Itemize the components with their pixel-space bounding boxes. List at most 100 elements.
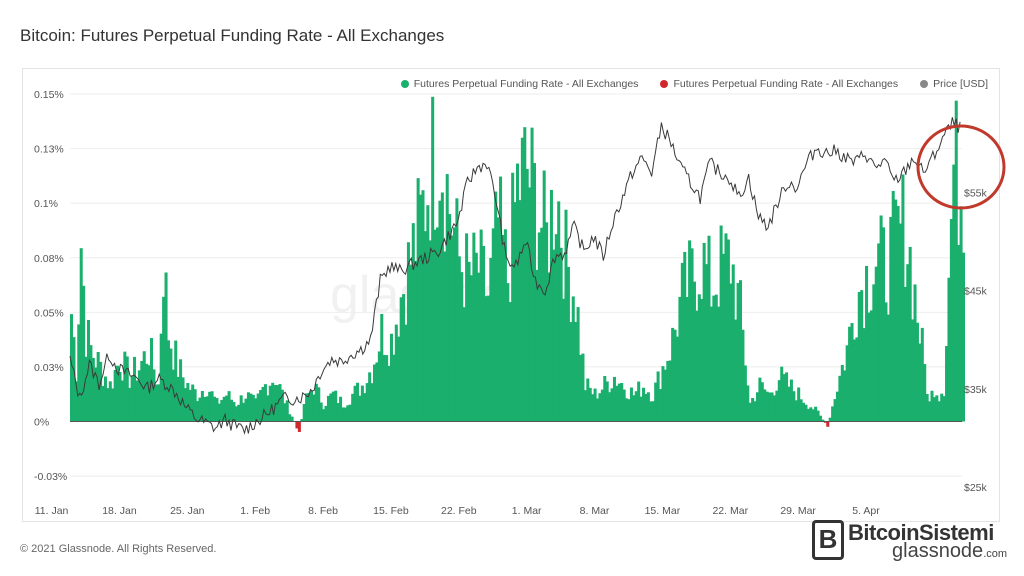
funding-rate-bar: [692, 281, 696, 422]
funding-rate-bar: [799, 399, 803, 422]
funding-rate-bar: [598, 393, 602, 422]
funding-rate-bar: [89, 345, 93, 422]
funding-rate-bar: [469, 275, 473, 422]
funding-rate-bar: [620, 382, 624, 422]
funding-rate-bar: [850, 323, 854, 422]
funding-rate-bar: [503, 229, 507, 422]
funding-rate-bar: [726, 239, 730, 422]
funding-rate-bar: [734, 319, 738, 422]
funding-rate-bar: [608, 392, 612, 422]
funding-rate-bar: [309, 390, 313, 422]
funding-rate-bar: [659, 389, 663, 422]
funding-rate-bar: [227, 391, 231, 422]
funding-rate-bar: [506, 283, 510, 422]
funding-rate-bar: [928, 401, 932, 422]
funding-rate-bar: [266, 395, 270, 422]
funding-rate-bar: [452, 227, 457, 422]
funding-rate-bar: [937, 401, 941, 422]
funding-rate-bar: [360, 385, 364, 422]
funding-rate-bar: [200, 391, 204, 422]
copyright-text: © 2021 Glassnode. All Rights Reserved.: [20, 543, 217, 555]
funding-rate-bar: [108, 381, 112, 422]
funding-rate-bar: [433, 229, 437, 422]
brand-name: BitcoinSistemi: [848, 520, 994, 545]
funding-rate-bar: [903, 286, 907, 422]
funding-rate-bar: [959, 206, 963, 422]
funding-rate-bar: [179, 359, 183, 422]
funding-rate-bar: [537, 232, 541, 422]
funding-rate-bar: [581, 353, 585, 422]
funding-rate-bar: [671, 327, 675, 422]
funding-rate-bar: [794, 400, 798, 422]
funding-rate-bar: [564, 209, 568, 422]
legend-label: Futures Perpetual Funding Rate - All Exc…: [413, 78, 639, 90]
funding-rate-bar: [879, 215, 883, 422]
funding-rate-bar: [712, 295, 716, 422]
funding-rate-bar: [654, 382, 658, 422]
funding-rate-bar: [84, 356, 88, 422]
funding-rate-bar: [436, 227, 440, 422]
funding-rate-bar: [702, 242, 706, 422]
funding-rate-bar: [855, 337, 859, 422]
x-tick-label: 15. Feb: [373, 505, 409, 517]
funding-rate-bar: [632, 395, 636, 422]
x-tick-label: 22. Feb: [441, 505, 477, 517]
funding-rate-bar: [438, 200, 442, 422]
funding-rate-bar: [688, 240, 692, 422]
legend-label: Price [USD]: [933, 78, 988, 90]
funding-rate-bar: [356, 382, 360, 422]
funding-rate-bar: [617, 383, 621, 422]
funding-rate-bar: [474, 252, 478, 422]
x-tick-label: 18. Jan: [102, 505, 137, 517]
funding-rate-bar: [705, 264, 709, 422]
funding-rate-bar: [818, 415, 823, 422]
y-right-tick-label: $55k: [964, 187, 988, 199]
funding-rate-bar: [268, 385, 272, 422]
funding-rate-bar: [496, 217, 500, 422]
funding-rate-bar: [246, 392, 250, 422]
y-left-tick-label: -0.03%: [34, 471, 67, 483]
funding-rate-bar: [736, 282, 740, 422]
legend-dot-red-icon: [660, 80, 669, 88]
funding-rate-bar: [528, 187, 532, 422]
funding-rate-bar: [363, 393, 367, 422]
legend-item-funding-negative[interactable]: Futures Perpetual Funding Rate - All Exc…: [660, 78, 898, 90]
funding-rate-bar: [806, 408, 810, 422]
funding-rate-bar: [431, 96, 435, 422]
funding-rate-bar: [627, 399, 631, 422]
funding-rate-bar: [157, 384, 161, 422]
funding-rate-bar: [183, 388, 187, 422]
price-line: [69, 117, 961, 435]
funding-rate-bar: [729, 283, 733, 422]
funding-rate-bar: [159, 333, 163, 422]
funding-rate-bar: [125, 356, 129, 422]
funding-rate-bar: [399, 297, 403, 422]
funding-rate-bar: [809, 407, 813, 422]
funding-rate-bar: [419, 194, 423, 422]
funding-rate-bar: [717, 306, 721, 422]
funding-rate-bar: [637, 381, 641, 422]
funding-rate-bar: [188, 389, 192, 422]
legend-item-price[interactable]: Price [USD]: [920, 78, 988, 90]
funding-rate-bar: [666, 360, 670, 422]
funding-rate-bar: [234, 406, 238, 422]
funding-rate-bar: [205, 396, 209, 422]
funding-rate-bar: [450, 235, 454, 422]
funding-rate-bar: [962, 252, 966, 422]
funding-rate-area: [70, 96, 966, 432]
x-tick-label: 8. Mar: [580, 505, 610, 517]
legend-item-funding-positive[interactable]: Futures Perpetual Funding Rate - All Exc…: [400, 78, 639, 90]
funding-rate-bar-negative: [297, 421, 301, 432]
funding-rate-bar: [865, 265, 869, 422]
funding-rate-bar: [152, 369, 156, 422]
funding-rate-bar: [532, 163, 536, 422]
funding-rate-bar: [811, 409, 815, 422]
funding-rate-bar: [203, 396, 207, 422]
funding-rate-bar: [957, 244, 961, 422]
funding-rate-bar: [353, 385, 357, 422]
funding-rate-bar: [520, 137, 524, 422]
funding-rate-bar: [346, 405, 350, 422]
funding-rate-bar: [511, 172, 515, 422]
funding-rate-bar: [920, 327, 924, 422]
